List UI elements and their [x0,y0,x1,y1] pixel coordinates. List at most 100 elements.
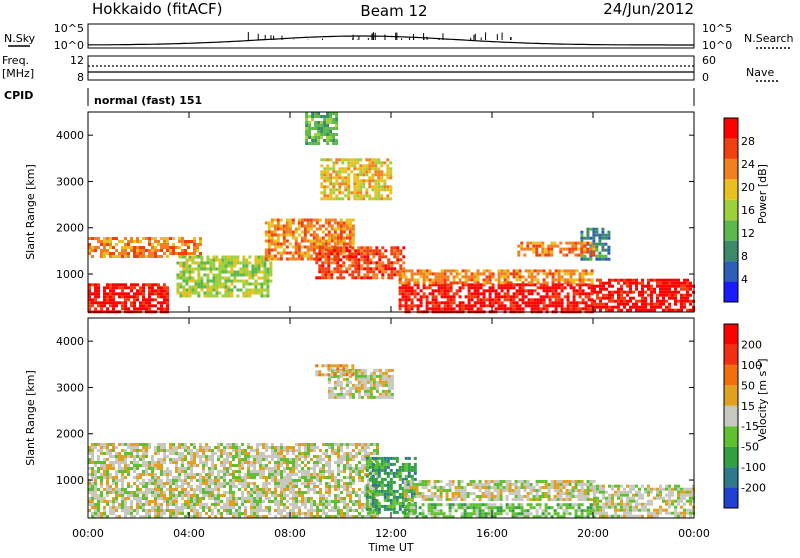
heatmap-cell [301,500,304,503]
heatmap-cell [352,458,355,461]
heatmap-cell [94,476,97,479]
heatmap-cell [274,228,277,231]
heatmap-cell [468,269,471,272]
heatmap-cell [321,267,324,270]
heatmap-cell [375,502,378,505]
heatmap-cell [331,452,334,455]
heatmap-cell [343,443,346,446]
heatmap-cell [381,493,384,496]
heatmap-cell [346,485,349,488]
heatmap-cell [396,258,399,261]
heatmap-cell [343,512,346,515]
heatmap-cell [335,173,338,176]
heatmap-cell [121,461,124,464]
heatmap-cell [121,488,124,491]
heatmap-cell [596,285,599,288]
heatmap-cell [348,264,351,267]
heatmap-cell [238,464,241,467]
heatmap-cell [359,194,362,197]
heatmap-cell [197,265,200,268]
heatmap-cell [408,304,411,307]
heatmap-cell [531,272,534,275]
heatmap-cell [595,234,598,237]
heatmap-cell [185,295,188,298]
heatmap-cell [238,470,241,473]
heatmap-cell [154,283,157,286]
heatmap-cell [528,301,531,304]
heatmap-cell [608,309,611,312]
heatmap-cell [271,491,274,494]
heatmap-cell [208,470,211,473]
heatmap-cell [190,509,193,512]
heatmap-cell [311,118,314,121]
heatmap-cell [313,237,316,240]
heatmap-cell [393,475,396,478]
heatmap-cell [148,255,151,258]
heatmap-cell [343,455,346,458]
heatmap-cell [115,304,118,307]
heatmap-cell [497,506,500,509]
heatmap-cell [109,240,112,243]
heatmap-cell [257,289,260,292]
heatmap-cell [322,458,325,461]
heatmap-cell [366,466,369,469]
heatmap-cell [462,281,465,284]
heatmap-cell [611,294,614,297]
heatmap-cell [411,307,414,310]
heatmap-cell [387,472,390,475]
heatmap-cell [148,249,151,252]
heatmap-cell [313,240,316,243]
heatmap-cell [384,499,387,502]
ytick-label: 3000 [56,175,84,188]
heatmap-cell [396,252,399,255]
heatmap-cell [349,443,352,446]
heatmap-cell [220,443,223,446]
heatmap-cell [328,503,331,506]
heatmap-cell [498,295,501,298]
heatmap-cell [304,231,307,234]
heatmap-cell [414,463,417,466]
heatmap-cell [323,158,326,161]
heatmap-cell [315,252,318,255]
heatmap-cell [393,496,396,499]
heatmap-cell [190,464,193,467]
heatmap-cell [100,307,103,310]
heatmap-cell [229,467,232,470]
heatmap-cell [136,283,139,286]
heatmap-cell [638,282,641,285]
heatmap-cell [247,473,250,476]
heatmap-cell [265,485,268,488]
heatmap-cell [331,234,334,237]
heatmap-cell [567,295,570,298]
heatmap-cell [461,503,464,506]
heatmap-cell [411,286,414,289]
heatmap-cell [218,262,221,265]
heatmap-cell [441,307,444,310]
heatmap-cell [522,307,525,310]
heatmap-cell [689,300,692,303]
heatmap-cell [280,479,283,482]
heatmap-cell [350,191,353,194]
heatmap-cell [378,249,381,252]
heatmap-cell [251,274,254,277]
heatmap-cell [459,295,462,298]
heatmap-cell [238,446,241,449]
heatmap-cell [313,509,316,512]
heatmap-cell [145,449,148,452]
heatmap-cell [399,475,402,478]
heatmap-cell [154,485,157,488]
heatmap-cell [372,273,375,276]
heatmap-cell [160,461,163,464]
heatmap-cell [260,283,263,286]
heatmap-cell [169,443,172,446]
heatmap-cell [546,286,549,289]
heatmap-cell [154,252,157,255]
heatmap-cell [200,289,203,292]
heatmap-cell [190,443,193,446]
heatmap-cell [360,246,363,249]
heatmap-cell [232,512,235,515]
heatmap-cell [486,275,489,278]
heatmap-cell [271,458,274,461]
heatmap-cell [346,234,349,237]
heatmap-cell [328,500,331,503]
